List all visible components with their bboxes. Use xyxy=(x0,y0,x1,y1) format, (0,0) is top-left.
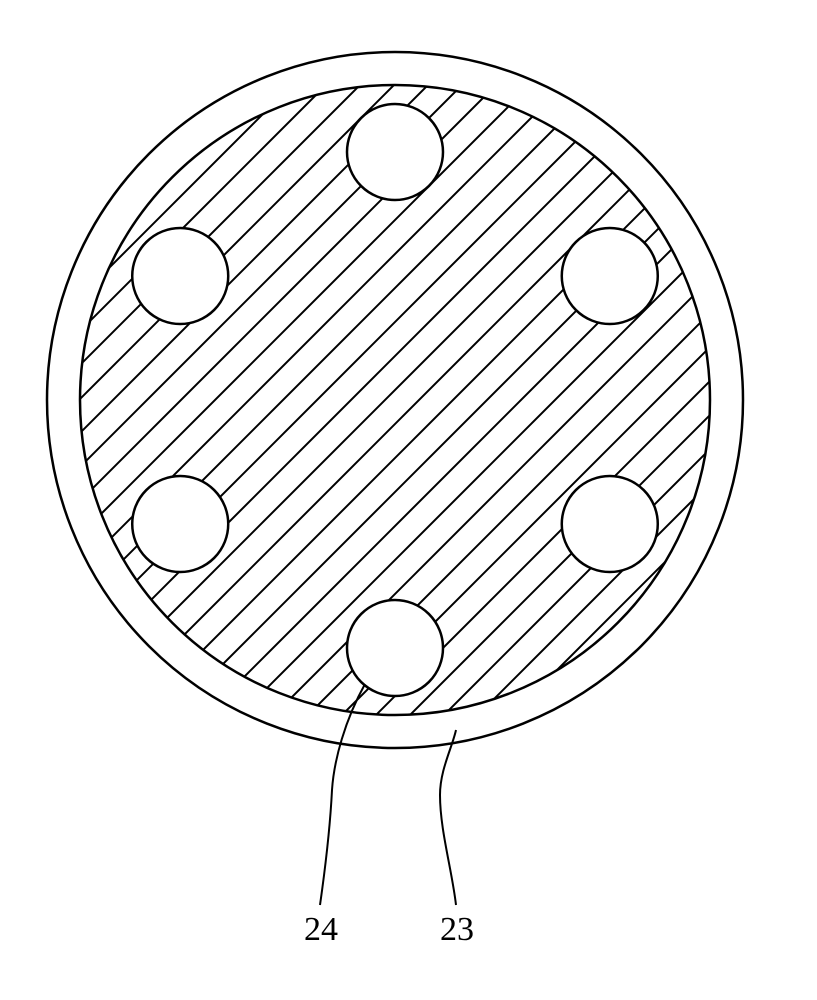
bolt-hole xyxy=(562,476,658,572)
label-23: 23 xyxy=(440,911,474,948)
bolt-hole xyxy=(132,476,228,572)
bolt-hole xyxy=(562,228,658,324)
bolt-hole xyxy=(132,228,228,324)
leader-23 xyxy=(440,730,456,905)
bolt-hole xyxy=(347,104,443,200)
diagram-svg: 24 23 xyxy=(0,0,817,1000)
label-24: 24 xyxy=(304,911,338,948)
bolt-hole xyxy=(347,600,443,696)
